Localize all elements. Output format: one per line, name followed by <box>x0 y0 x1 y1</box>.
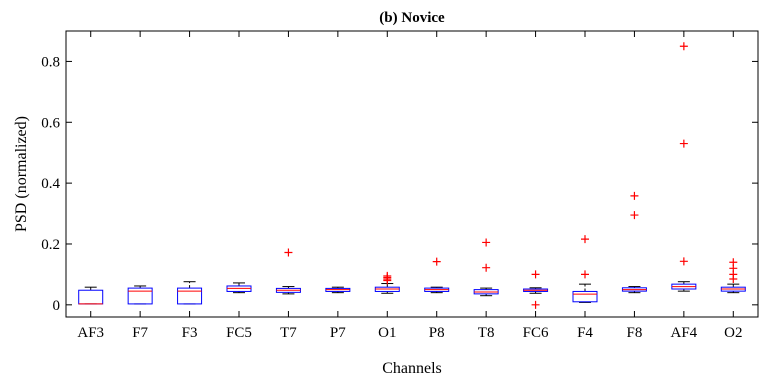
x-tick-label: AF3 <box>77 325 104 341</box>
box-O1 <box>374 271 400 294</box>
box-body <box>572 290 598 303</box>
outlier-point <box>531 300 540 309</box>
x-tick-label: F4 <box>577 325 593 341</box>
y-tick-label: 0.2 <box>41 237 60 253</box>
box-F8 <box>621 191 647 294</box>
outlier-point <box>729 258 738 267</box>
y-tick-label: 0 <box>53 298 61 314</box>
box-T7 <box>275 248 301 295</box>
outlier-point <box>531 270 540 279</box>
box-FC6 <box>523 270 549 309</box>
x-tick-label: FC6 <box>523 325 549 341</box>
outlier-point <box>679 139 688 148</box>
y-axis-label: PSD (normalized) <box>13 116 30 232</box>
outlier-point <box>482 263 491 272</box>
x-tick-label: F7 <box>132 325 148 341</box>
y-tick-label: 0.4 <box>41 176 60 192</box>
box-F7 <box>127 285 153 305</box>
box-F3 <box>177 281 203 305</box>
outlier-point <box>581 235 589 244</box>
x-tick-label: F3 <box>182 325 198 341</box>
outlier-point <box>630 191 639 200</box>
box-FC5 <box>226 282 252 294</box>
x-tick-label: O2 <box>724 325 742 341</box>
outlier-point <box>284 248 293 257</box>
y-tick-label: 0.8 <box>41 54 60 70</box>
box-AF3 <box>78 286 104 305</box>
box-body <box>127 287 153 305</box>
outlier-point <box>679 42 688 51</box>
chart-title: (b) Novice <box>379 10 445 26</box>
x-tick-label: AF4 <box>671 325 698 341</box>
box-series <box>78 42 746 309</box>
x-tick-label: F8 <box>627 325 643 341</box>
x-tick-label: T8 <box>478 325 495 341</box>
y-tick-label: 0.6 <box>41 115 60 131</box>
outlier-point <box>581 270 589 279</box>
plot-frame <box>65 30 759 318</box>
x-tick-label: T7 <box>280 325 297 341</box>
outlier-point <box>432 257 441 266</box>
outlier-point <box>630 211 639 220</box>
box-body <box>78 289 104 305</box>
x-tick-label: P7 <box>330 325 346 341</box>
box-P7 <box>325 286 351 294</box>
x-tick-label: FC5 <box>226 325 252 341</box>
outlier-point <box>482 238 491 247</box>
box-P8 <box>424 257 450 294</box>
x-axis-label: Channels <box>382 360 442 377</box>
box-O2 <box>720 258 746 294</box>
box-body <box>177 287 203 305</box>
x-tick-label: P8 <box>429 325 445 341</box>
box-F4 <box>572 235 598 303</box>
y-axis-ticks: 0 0.2 0.4 0.6 0.8 <box>41 54 758 314</box>
outlier-point <box>679 257 688 266</box>
x-axis-ticks: AF3 F7 F3 FC5 T7 P7 O1 P8 T8 FC6 F4 F8 AF4 O2 <box>77 31 742 341</box>
x-tick-label: O1 <box>378 325 396 341</box>
outlier-point <box>383 271 392 280</box>
box-T8 <box>473 238 499 297</box>
box-AF4 <box>671 42 697 292</box>
